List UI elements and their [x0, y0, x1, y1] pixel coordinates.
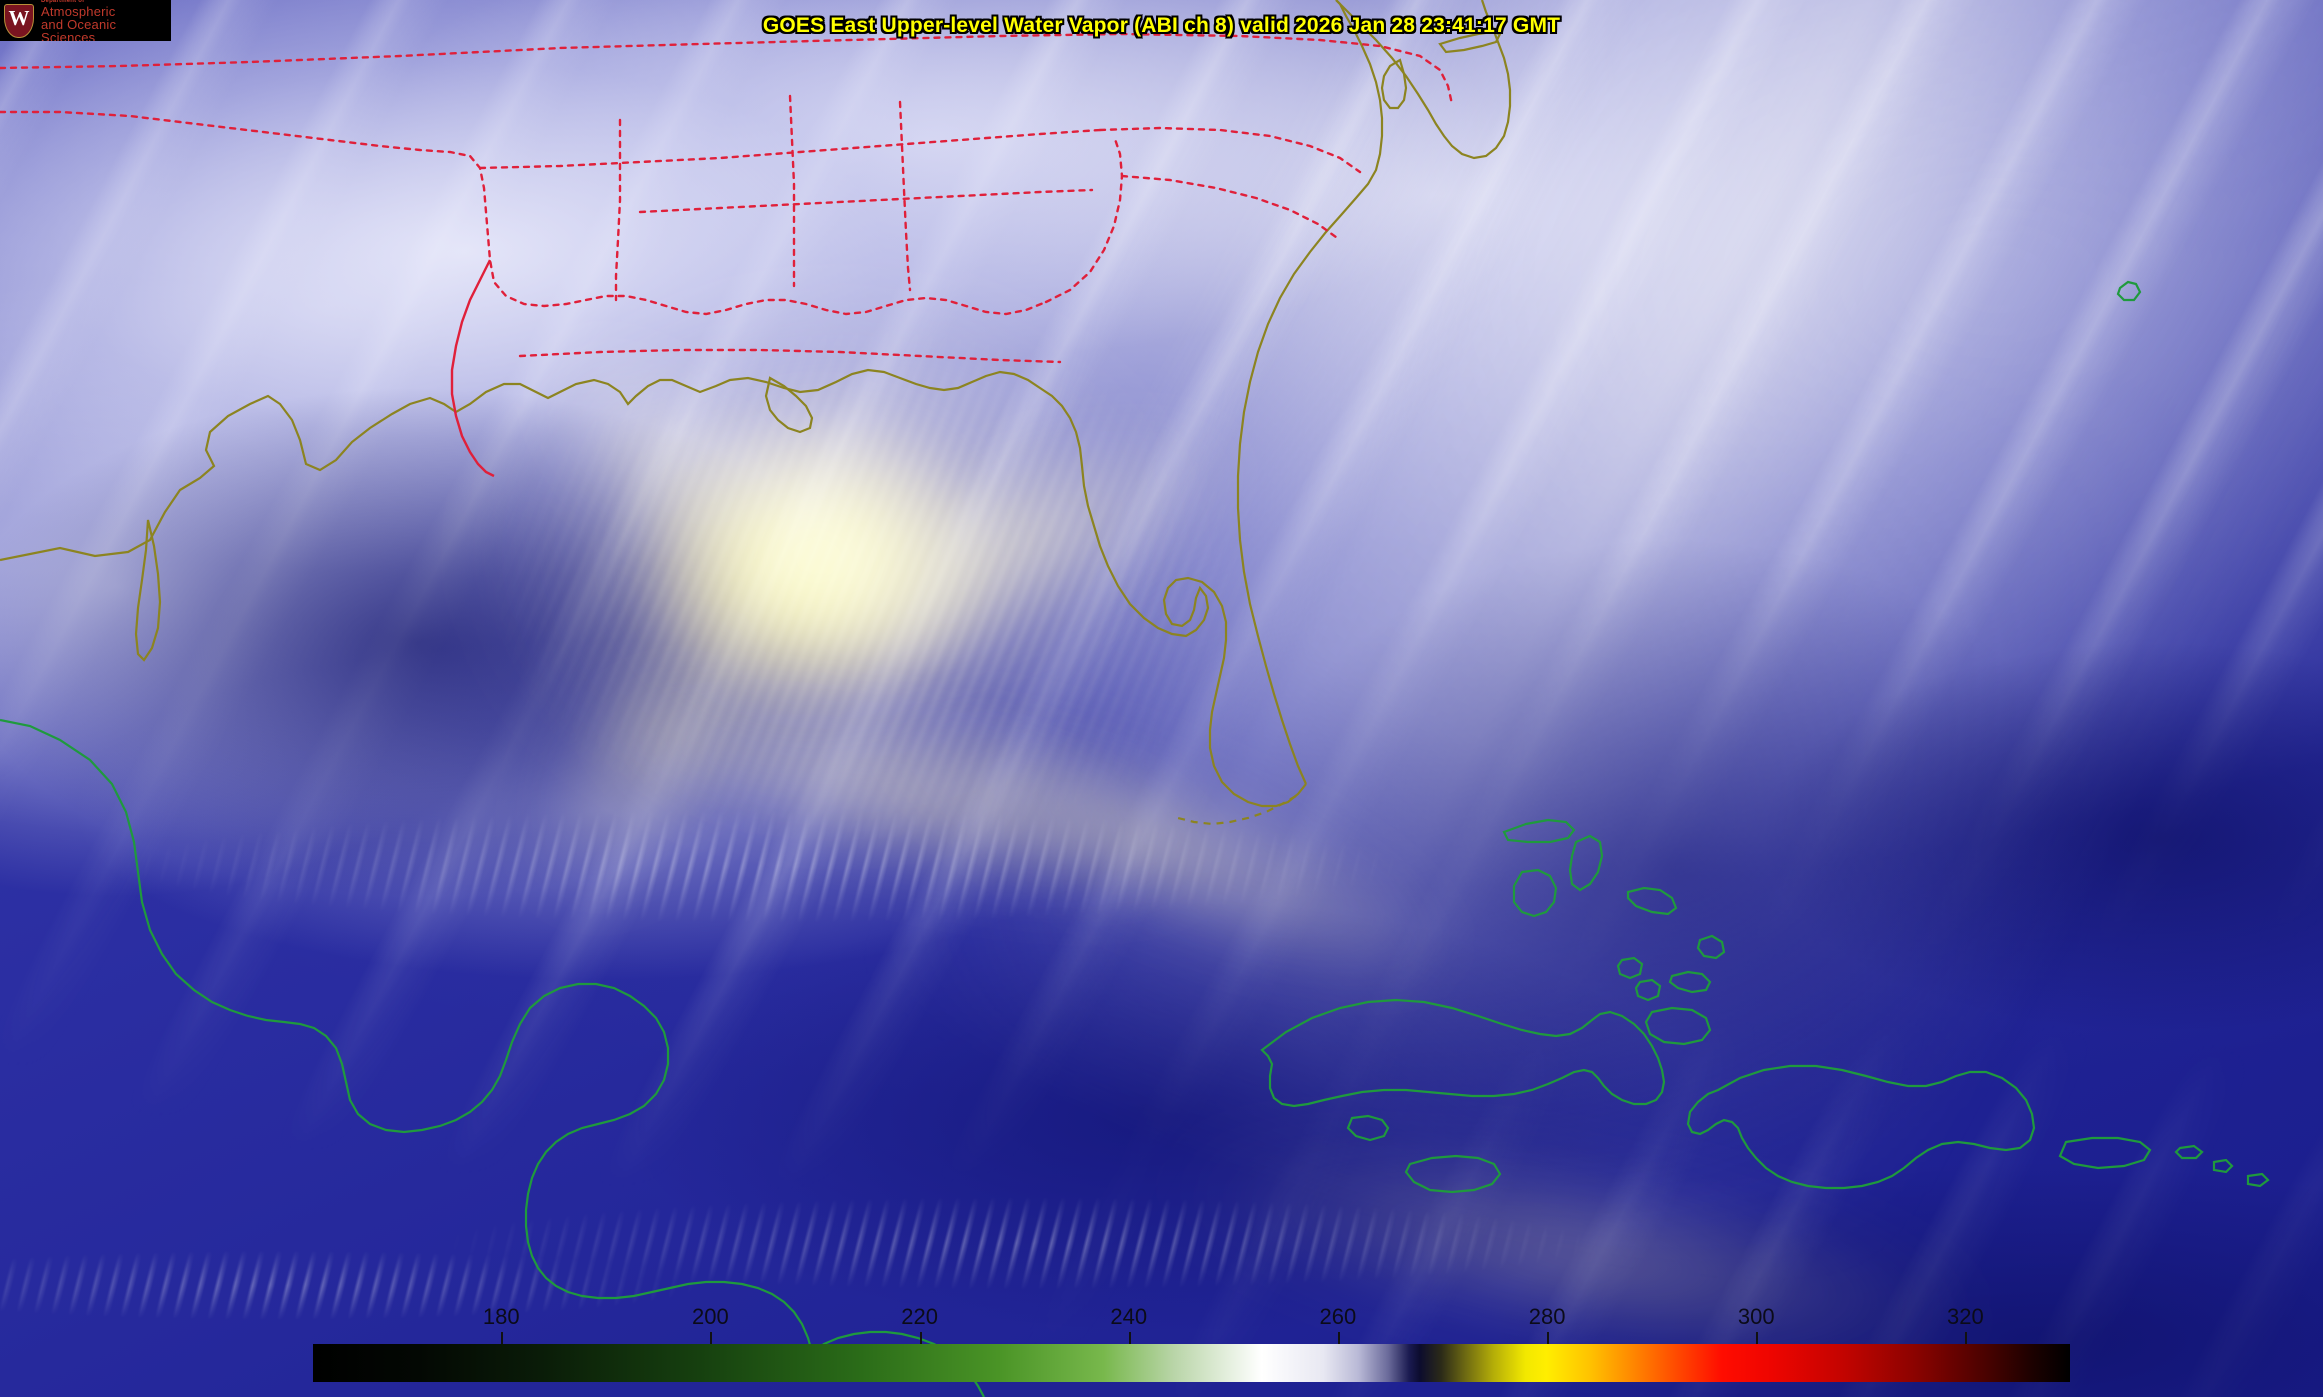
colorbar-tick-label: 260 [1319, 1304, 1357, 1329]
colorbar-tick [710, 1332, 713, 1344]
colorbar-tick [1337, 1332, 1340, 1344]
coastline-bahamas-crooked [1634, 978, 1662, 1002]
coastline-lesser-antilles-s [2246, 1172, 2270, 1188]
colorbar-tick-label: 240 [1110, 1304, 1148, 1329]
colorbar-tick [1547, 1332, 1550, 1344]
border-texas-mexico [450, 259, 495, 478]
coastline-hispaniola [1686, 1064, 2036, 1190]
coastline-virgin-islands [2174, 1144, 2204, 1160]
coastline-long-island [1438, 30, 1502, 54]
colorbar-tick-label: 280 [1528, 1304, 1566, 1329]
swirl-striations [430, 280, 1490, 980]
state-border-appalachian [1044, 134, 1124, 304]
coastline-florida-keys [1177, 795, 1297, 826]
colorbar-tick [1128, 1332, 1131, 1344]
state-border-midatlantic [1098, 126, 1362, 174]
state-border-vertical-ok-tx [614, 118, 622, 302]
coastline-padre-island [134, 519, 162, 662]
coastline-jamaica [1404, 1154, 1502, 1194]
logo-name-line1: Atmospheric [41, 3, 116, 19]
logo-text-block: Department of Atmospheric and Oceanic Sc… [41, 0, 171, 41]
coastline-florida-east [1236, 0, 1384, 785]
coastline-bahamas-grand [1502, 818, 1576, 844]
colorbar-tick-label: 220 [901, 1304, 938, 1329]
state-border-gulf-coast-states [518, 348, 1062, 364]
colorbar-tick [501, 1332, 504, 1344]
colorbar-tick [919, 1332, 922, 1344]
state-border-ms-al [788, 94, 796, 288]
state-border-carolina [1120, 174, 1342, 242]
state-border-al-ga [898, 100, 912, 292]
coastline-us-atlantic [1335, 0, 1512, 160]
state-border-nm-tx [0, 110, 1048, 316]
coastline-us-gulf [0, 368, 1307, 808]
coastline-bermuda [2116, 280, 2142, 302]
logo-department-label: Department of [41, 0, 85, 4]
swirl-core [560, 330, 1120, 830]
colorbar-tick-label: 200 [692, 1304, 729, 1329]
uw-aos-logo: W Department of Atmospheric and Oceanic … [0, 0, 171, 41]
logo-w-letter: W [8, 5, 30, 30]
coastline-lesser-antilles-n [2212, 1158, 2234, 1174]
coastline-bahamas-andros [1512, 868, 1558, 918]
shield-shape [4, 3, 34, 38]
coastline-puerto-rico [2058, 1136, 2152, 1170]
colorbar-tick [1965, 1332, 1968, 1344]
colorbar-tick-label: 300 [1737, 1304, 1775, 1329]
coastline-cuba [1260, 998, 1666, 1108]
coastline-mexico-yucatan [0, 718, 814, 1353]
coastline-chesapeake [1380, 58, 1408, 110]
coastline-isla-juventud [1346, 1114, 1390, 1142]
state-border-plains-north [0, 32, 1454, 106]
coastline-bahamas-long [1668, 970, 1712, 994]
colorbar-tick-label: 180 [482, 1304, 520, 1329]
coastline-bahamas-great-inagua [1644, 1006, 1712, 1046]
colorbar-gradient [313, 1344, 2070, 1382]
coastline-bahamas-exuma [1616, 956, 1644, 980]
uw-crest-icon: W [2, 2, 36, 40]
state-border-gulf-states-north [478, 128, 1102, 170]
coastline-bahamas-abaco [1568, 834, 1604, 892]
colorbar: 180 200 220 240 260 280 300 320 [313, 1304, 2070, 1382]
coastline-mississippi-delta [764, 376, 814, 434]
state-border-tn-line [638, 188, 1094, 214]
coastline-bahamas-cat [1696, 934, 1726, 960]
coastline-bahamas-eleuthera [1626, 886, 1678, 916]
colorbar-tick-label: 320 [1947, 1304, 1984, 1329]
logo-name-line2: and Oceanic Sciences [41, 16, 117, 42]
colorbar-tick [1756, 1332, 1759, 1344]
